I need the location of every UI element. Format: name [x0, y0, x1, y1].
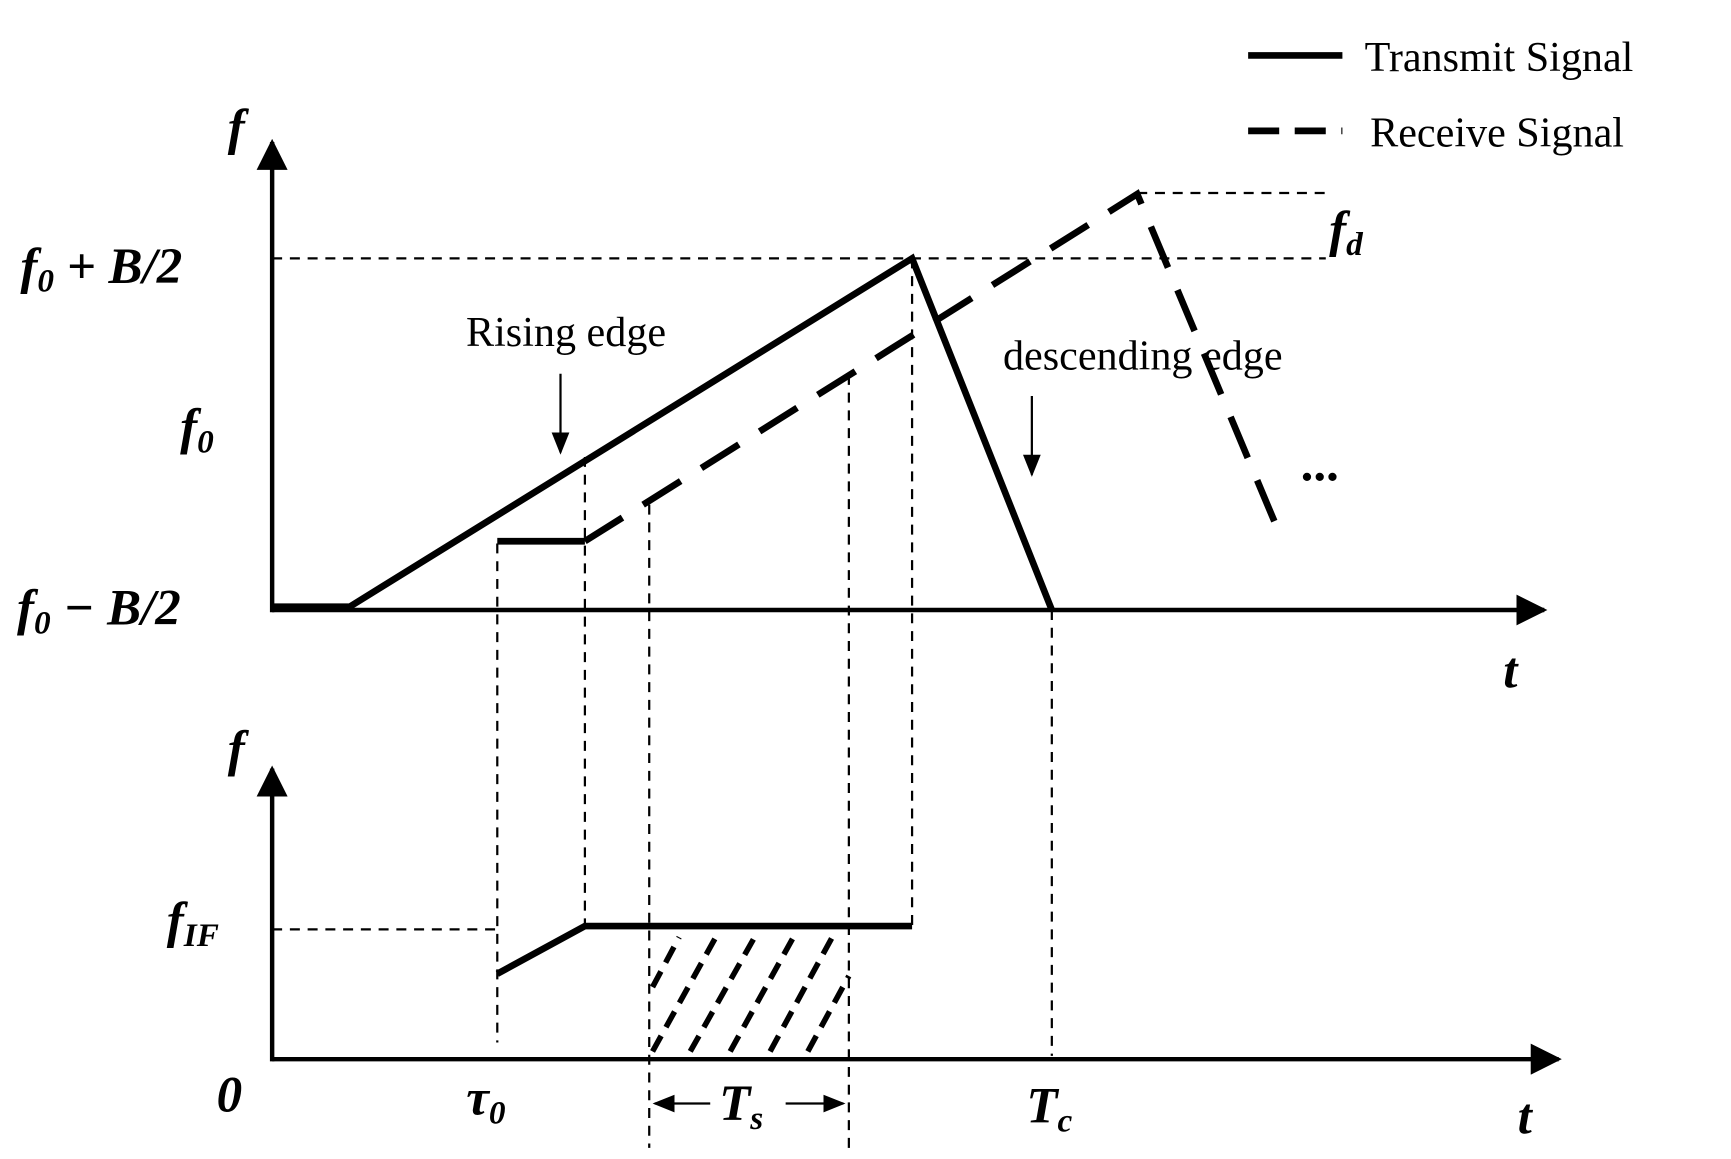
x-label: τ0	[466, 1071, 506, 1132]
y-label: f0 + B/2	[20, 239, 182, 300]
sampling-hatch	[650, 935, 852, 1053]
y-label: f0 − B/2	[17, 580, 181, 641]
transmit-signal	[272, 253, 1055, 612]
legend-label: Receive Signal	[1370, 109, 1624, 156]
annotation: fd	[1329, 202, 1364, 263]
axis-label: t	[1518, 1089, 1534, 1145]
annotation: descending edge	[1003, 332, 1283, 379]
annotation: Rising edge	[466, 309, 666, 356]
y-label: 0	[217, 1067, 243, 1123]
y-label: fIF	[167, 893, 219, 954]
annotation: ···	[1300, 450, 1338, 506]
guide-lines	[272, 191, 1326, 1148]
legend-label: Transmit Signal	[1365, 34, 1634, 81]
axis-label: f	[228, 100, 250, 156]
axis-label: f	[228, 721, 250, 777]
x-label: Tc	[1026, 1078, 1072, 1139]
if-signal	[495, 922, 913, 977]
axis-label: t	[1503, 644, 1519, 700]
x-label: Ts	[719, 1076, 763, 1137]
y-label: f0	[180, 400, 214, 461]
receive-signal	[583, 189, 1287, 545]
